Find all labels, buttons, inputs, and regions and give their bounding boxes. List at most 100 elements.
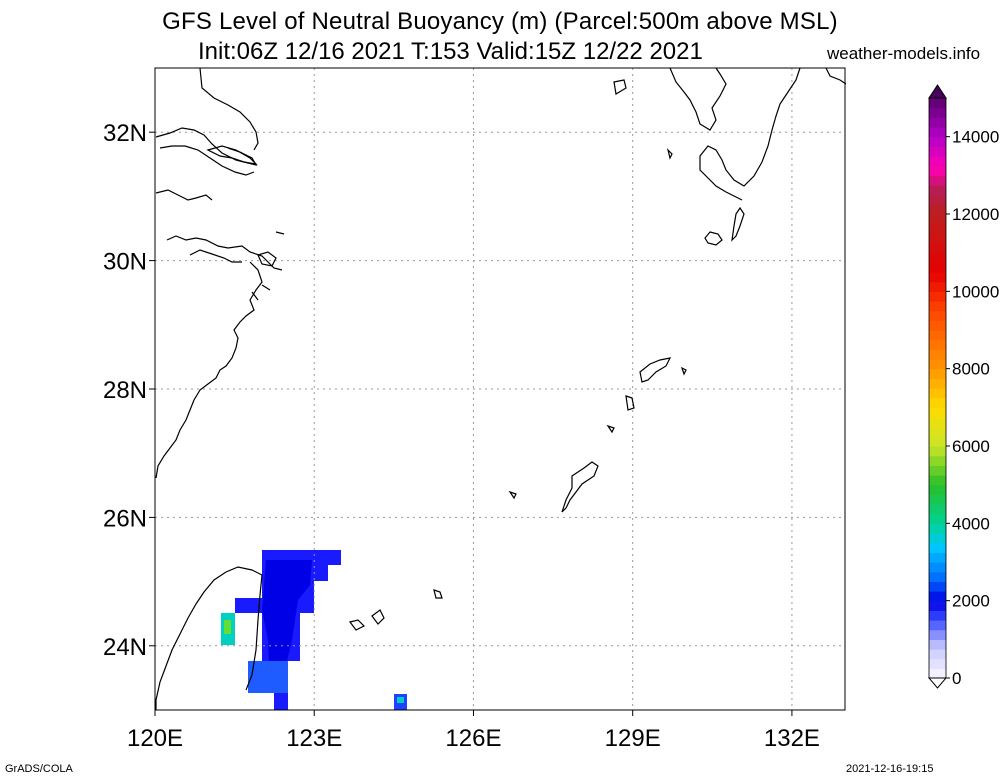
colorbar-band (929, 185, 946, 196)
colorbar-band (929, 523, 946, 534)
colorbar-label: 10000 (952, 282, 999, 301)
okinoerabu (606, 424, 615, 434)
lat-tick-label: 32N (103, 120, 147, 147)
colorbar-label: 0 (952, 669, 961, 688)
colorbar-band (929, 214, 946, 225)
zhoushan-islands (251, 231, 285, 301)
colorbar-label: 8000 (952, 360, 990, 379)
colorbar-band (929, 136, 946, 147)
lat-tick-label: 26N (103, 505, 147, 532)
field-patch-blue (248, 661, 288, 693)
lat-tick-label: 24N (103, 634, 147, 661)
colorbar-band (929, 272, 946, 283)
ishigaki-island (348, 619, 366, 631)
colorbar-band (929, 407, 946, 418)
software-credit: GrADS/COLA (5, 763, 73, 775)
colorbar-band (929, 359, 946, 370)
colorbar-band (929, 649, 946, 660)
colorbar-band (929, 252, 946, 263)
yangtze-island (206, 145, 258, 165)
colorbar-band (929, 98, 946, 109)
field-patch-green (224, 620, 231, 634)
colorbar-band (929, 629, 946, 640)
grid-lines (155, 68, 845, 710)
colorbar-band (929, 513, 946, 524)
lon-tick-label: 126E (445, 725, 501, 752)
amami-oshima (639, 357, 672, 383)
colorbar-band (929, 388, 946, 399)
source-label: weather-models.info (827, 44, 981, 63)
colorbar-label: 6000 (952, 437, 990, 456)
colorbar-band (929, 494, 946, 505)
kume-island (508, 490, 517, 500)
colorbar-band (929, 620, 946, 631)
colorbar-band (929, 504, 946, 515)
colorbar-label: 4000 (952, 514, 990, 533)
colorbar-band (929, 320, 946, 331)
lon-tick-label: 120E (127, 725, 183, 752)
data-field (221, 550, 407, 710)
lat-tick-label: 30N (103, 249, 147, 276)
colorbar-band (929, 668, 946, 679)
colorbar-band (929, 223, 946, 234)
china-coast (155, 67, 283, 479)
colorbar-max-arrow (928, 84, 947, 99)
colorbar-label: 2000 (952, 592, 990, 611)
field-patch-small-cyan (397, 697, 404, 703)
tanegashima (731, 206, 745, 242)
colorbar-band (929, 291, 946, 302)
colorbar-band (929, 639, 946, 650)
colorbar-band (929, 533, 946, 544)
colorbar-band (929, 127, 946, 138)
colorbar-band (929, 562, 946, 573)
colorbar-band (929, 301, 946, 312)
lon-tick-label: 123E (286, 725, 342, 752)
miyako-island (433, 589, 443, 599)
colorbar-band (929, 610, 946, 621)
generation-timestamp: 2021-12-16-19:15 (846, 763, 934, 775)
colorbar-band (929, 658, 946, 669)
taiwan-east-coast (245, 574, 263, 691)
colorbar-band (929, 552, 946, 563)
lon-tick-label: 132E (764, 725, 820, 752)
colorbar-band (929, 426, 946, 437)
colorbar-band (929, 165, 946, 176)
colorbar-band (929, 542, 946, 553)
colorbar-band (929, 378, 946, 389)
island-small-3 (680, 366, 687, 376)
colorbar-band (929, 339, 946, 350)
colorbar-band (929, 349, 946, 360)
colorbar-label: 14000 (952, 128, 999, 147)
field-patch-dark (262, 560, 312, 690)
colorbar-band (929, 243, 946, 254)
kyushu-coast (669, 67, 847, 201)
colorbar-band (929, 436, 946, 447)
island-small-2 (666, 148, 673, 160)
colorbar-band (929, 146, 946, 157)
colorbar-band (929, 475, 946, 486)
colorbar-band (929, 262, 946, 273)
colorbar-band (929, 581, 946, 592)
yakushima (704, 231, 723, 246)
okinawa (561, 461, 599, 513)
colorbar-band (929, 600, 946, 611)
colorbar-frame (928, 97, 947, 679)
iriomote-island (371, 609, 385, 625)
taiwan-coast (155, 566, 263, 710)
colorbar-band (929, 281, 946, 292)
lon-tick-label: 129E (605, 725, 661, 752)
colorbar-band (929, 156, 946, 167)
colorbar-band (929, 368, 946, 379)
colorbar-label: 12000 (952, 205, 999, 224)
tokunoshima (625, 395, 635, 411)
map-subtitle: Init:06Z 12/16 2021 T:153 Valid:15Z 12/2… (198, 38, 703, 65)
colorbar-band (929, 107, 946, 118)
colorbar-band (929, 417, 946, 428)
lat-tick-label: 28N (103, 377, 147, 404)
colorbar-band (929, 465, 946, 476)
colorbar-band (929, 204, 946, 215)
colorbar-band (929, 310, 946, 321)
colorbar: 14000 12000 10000 8000 6000 4000 2000 0 (927, 84, 999, 689)
colorbar-band (929, 571, 946, 582)
